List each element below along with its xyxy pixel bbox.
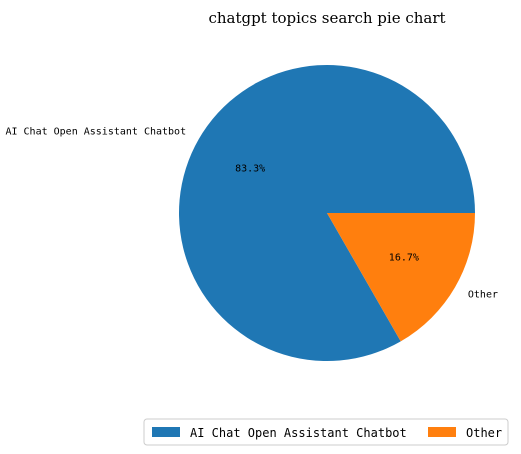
legend-swatch-0	[152, 427, 180, 437]
pie-pct-label-1: 16.7%	[389, 252, 419, 263]
legend: AI Chat Open Assistant Chatbot Other	[143, 418, 509, 446]
pie-slice-1	[327, 213, 475, 342]
legend-frame	[143, 418, 509, 446]
pie-slices	[178, 64, 475, 361]
pie-pct-label-0: 83.3%	[235, 164, 265, 175]
legend-swatch-1	[428, 427, 456, 437]
pie-labels: 83.3% AI Chat Open Assistant Chatbot 16.7%…	[5, 126, 498, 300]
legend-label-1: Other	[466, 426, 502, 440]
pie-outer-label-1: Other	[468, 290, 498, 301]
pie-outer-label-0: AI Chat Open Assistant Chatbot	[5, 126, 186, 137]
legend-label-0: AI Chat Open Assistant Chatbot	[190, 426, 407, 440]
chart-title: chatgpt topics search pie chart	[208, 9, 445, 27]
